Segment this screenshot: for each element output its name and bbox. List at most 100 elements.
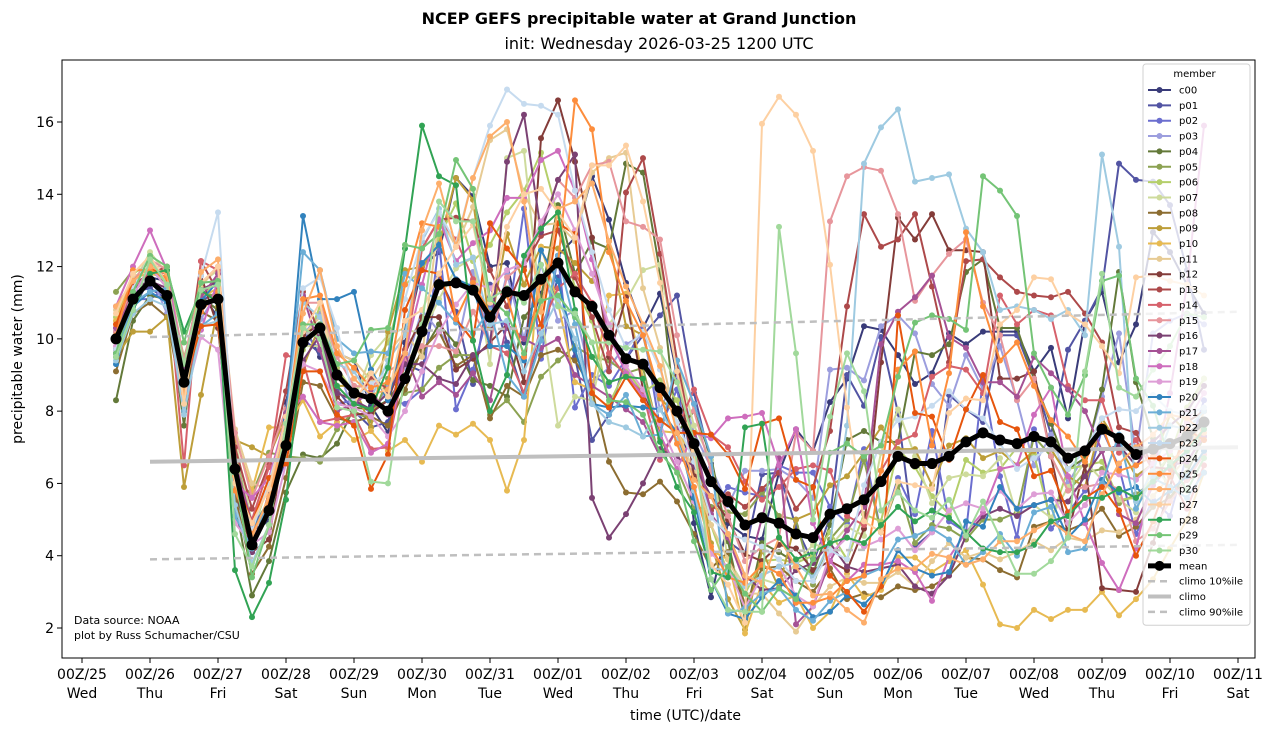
member-point-p12 bbox=[1133, 588, 1139, 595]
legend-swatch-marker bbox=[1156, 501, 1163, 508]
member-point-p12 bbox=[1099, 585, 1105, 592]
member-point-p18 bbox=[1099, 559, 1105, 566]
member-point-p29 bbox=[419, 245, 425, 252]
member-point-p16 bbox=[844, 563, 850, 570]
member-point-p22 bbox=[997, 306, 1003, 313]
member-point-p30 bbox=[249, 563, 255, 570]
member-point-p04 bbox=[113, 397, 119, 404]
legend-item-p02: p02 bbox=[1148, 116, 1198, 127]
member-point-p30 bbox=[453, 218, 459, 225]
legend-label: p13 bbox=[1179, 285, 1198, 296]
member-point-p29 bbox=[810, 556, 816, 563]
legend-swatch-marker bbox=[1156, 209, 1163, 216]
member-point-p25 bbox=[640, 332, 646, 339]
mean-point bbox=[943, 450, 955, 462]
member-point-p20 bbox=[487, 343, 493, 350]
member-point-p12 bbox=[555, 97, 561, 104]
member-point-p15 bbox=[504, 274, 510, 281]
x-tick-label: 00Z/26 bbox=[125, 667, 175, 683]
member-point-p13 bbox=[997, 274, 1003, 281]
member-point-p25 bbox=[963, 229, 969, 236]
x-tick-day-label: Sat bbox=[275, 686, 298, 702]
member-point-p30 bbox=[742, 608, 748, 615]
member-point-p17 bbox=[1014, 393, 1020, 400]
member-point-p10 bbox=[351, 437, 357, 444]
mean-point bbox=[161, 289, 173, 301]
member-point-p14 bbox=[1099, 397, 1105, 404]
legend-swatch-marker bbox=[1156, 455, 1163, 462]
member-point-p30 bbox=[997, 534, 1003, 541]
member-point-p27 bbox=[453, 243, 459, 250]
member-point-p12 bbox=[912, 236, 918, 243]
chart-title: NCEP GEFS precipitable water at Grand Ju… bbox=[421, 9, 857, 28]
member-point-p29 bbox=[980, 173, 986, 180]
member-point-p16 bbox=[470, 352, 476, 359]
member-point-p09 bbox=[844, 473, 850, 480]
member-point-p26 bbox=[334, 343, 340, 350]
legend-label: p18 bbox=[1179, 362, 1198, 373]
member-point-p27 bbox=[725, 581, 731, 588]
mean-point bbox=[620, 353, 632, 365]
member-point-p10 bbox=[861, 594, 867, 601]
member-point-p11 bbox=[1116, 529, 1122, 536]
member-point-p25 bbox=[674, 440, 680, 447]
member-point-p24 bbox=[708, 431, 714, 438]
member-point-p27 bbox=[249, 520, 255, 527]
member-point-p14 bbox=[1082, 397, 1088, 404]
member-point-p25 bbox=[1065, 433, 1071, 440]
member-point-p24 bbox=[334, 411, 340, 418]
member-point-p16 bbox=[1014, 512, 1020, 519]
member-point-p09 bbox=[198, 391, 204, 398]
legend-label: p14 bbox=[1179, 300, 1198, 311]
legend-item-p28: p28 bbox=[1148, 515, 1198, 526]
mean-point bbox=[1079, 445, 1091, 457]
member-point-p07 bbox=[997, 455, 1003, 462]
member-point-p29 bbox=[742, 590, 748, 597]
member-point-p01 bbox=[1116, 160, 1122, 167]
member-point-p15 bbox=[470, 308, 476, 315]
member-point-p30 bbox=[1065, 534, 1071, 541]
legend-item-p18: p18 bbox=[1148, 362, 1198, 373]
member-point-p28 bbox=[640, 375, 646, 382]
member-point-p14 bbox=[283, 352, 289, 359]
member-point-p28 bbox=[470, 337, 476, 344]
member-point-p22 bbox=[623, 424, 629, 431]
x-tick-day-label: Mon bbox=[883, 686, 913, 702]
member-point-p02 bbox=[725, 484, 731, 491]
member-point-p30 bbox=[980, 498, 986, 505]
member-point-p25 bbox=[351, 364, 357, 371]
legend-swatch-marker bbox=[1156, 394, 1163, 400]
member-point-p28 bbox=[368, 406, 374, 413]
member-point-p29 bbox=[708, 587, 714, 594]
legend-swatch-marker bbox=[1156, 532, 1163, 539]
legend-swatch-marker bbox=[1156, 148, 1163, 155]
member-point-p26 bbox=[572, 198, 578, 205]
member-point-p10 bbox=[572, 379, 578, 386]
legend-box bbox=[1142, 63, 1251, 626]
legend-item-c00: c00 bbox=[1148, 86, 1197, 97]
member-point-p23 bbox=[589, 249, 595, 256]
member-point-p24 bbox=[351, 422, 357, 429]
member-point-p18 bbox=[725, 415, 731, 422]
member-point-p03 bbox=[742, 467, 748, 474]
member-point-p19 bbox=[623, 362, 629, 369]
member-point-p24 bbox=[317, 368, 323, 375]
member-point-p16 bbox=[572, 151, 578, 158]
member-point-p18 bbox=[997, 465, 1003, 472]
legend-label: p07 bbox=[1179, 193, 1198, 204]
member-point-p30 bbox=[470, 218, 476, 225]
member-point-p18 bbox=[538, 156, 544, 163]
member-point-p27 bbox=[742, 619, 748, 626]
member-point-p22 bbox=[1048, 315, 1054, 322]
member-point-p28 bbox=[725, 574, 731, 581]
member-point-p21 bbox=[623, 391, 629, 398]
member-point-p01 bbox=[657, 312, 663, 319]
member-point-p16 bbox=[640, 480, 646, 487]
member-point-p10 bbox=[317, 433, 323, 440]
member-point-p28 bbox=[742, 424, 748, 431]
member-point-p23 bbox=[793, 578, 799, 585]
member-point-p24 bbox=[793, 476, 799, 483]
member-point-p14 bbox=[1116, 449, 1122, 456]
member-point-p27 bbox=[623, 142, 629, 149]
